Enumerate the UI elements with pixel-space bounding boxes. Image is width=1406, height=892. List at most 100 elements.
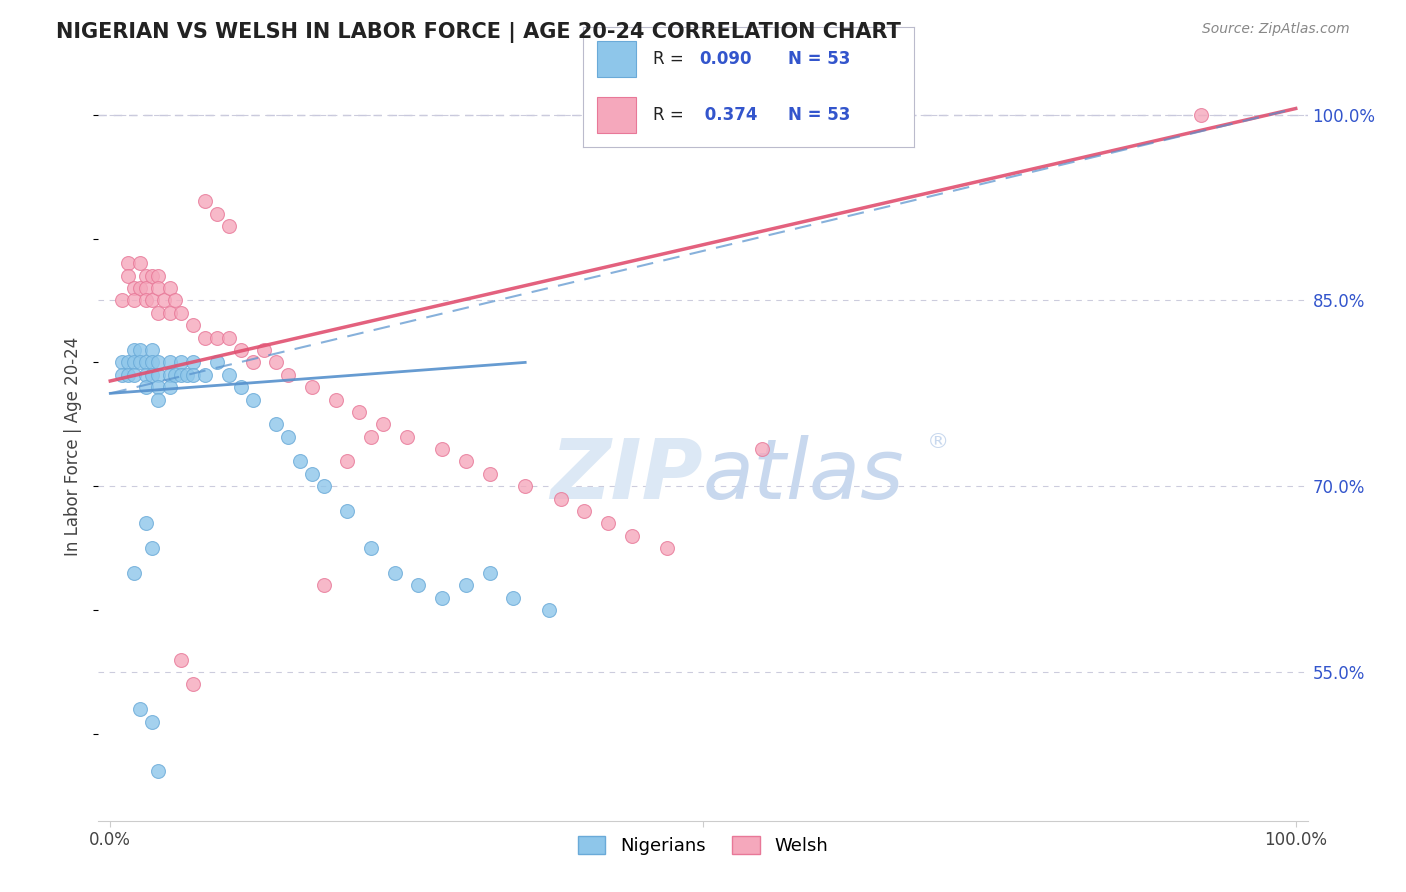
Point [229, 380, 252, 394]
Point [218, 219, 240, 234]
Point [170, 355, 193, 369]
Point [657, 541, 679, 556]
Point [301, 467, 323, 481]
Point [515, 479, 537, 493]
Point [181, 318, 204, 333]
Point [122, 281, 145, 295]
Point [129, 702, 152, 716]
Point [360, 541, 382, 556]
Point [620, 529, 643, 543]
Point [312, 479, 335, 493]
Point [111, 355, 134, 369]
Point [325, 392, 347, 407]
Point [111, 293, 134, 308]
Text: ®: ® [927, 433, 949, 452]
Text: 0.090: 0.090 [699, 50, 752, 69]
Point [336, 504, 359, 518]
Point [242, 392, 264, 407]
Point [135, 380, 157, 394]
Point [751, 442, 773, 456]
Point [194, 368, 217, 382]
Point [432, 442, 454, 456]
Point [242, 355, 264, 369]
Text: N = 53: N = 53 [789, 50, 851, 69]
Point [170, 306, 193, 320]
Point [360, 430, 382, 444]
Point [146, 355, 169, 369]
Text: Source: ZipAtlas.com: Source: ZipAtlas.com [1202, 22, 1350, 37]
Point [537, 603, 560, 617]
Point [165, 368, 187, 382]
Point [312, 578, 335, 592]
Point [129, 343, 152, 357]
Text: atlas: atlas [703, 435, 904, 516]
Point [141, 293, 163, 308]
Point [146, 281, 169, 295]
Bar [596, 41, 637, 78]
Point [229, 343, 252, 357]
Point [264, 417, 287, 432]
Point [170, 653, 193, 667]
Point [117, 368, 139, 382]
Point [146, 368, 169, 382]
Point [141, 355, 163, 369]
Point [165, 293, 187, 308]
Text: R =: R = [652, 105, 689, 124]
Point [146, 306, 169, 320]
Point [277, 368, 299, 382]
Point [170, 368, 193, 382]
Point [408, 578, 430, 592]
Point [205, 331, 228, 345]
Point [159, 368, 181, 382]
Point [122, 368, 145, 382]
Point [135, 368, 157, 382]
Point [253, 343, 276, 357]
Text: N = 53: N = 53 [789, 105, 851, 124]
Point [574, 504, 596, 518]
Point [336, 454, 359, 468]
Point [141, 714, 163, 729]
Point [129, 355, 152, 369]
Text: ZIP: ZIP [550, 435, 703, 516]
Point [598, 516, 620, 531]
Point [478, 467, 501, 481]
Point [218, 331, 240, 345]
Point [146, 764, 169, 778]
Text: 0.374: 0.374 [699, 105, 758, 124]
Point [141, 368, 163, 382]
Point [146, 268, 169, 283]
Text: NIGERIAN VS WELSH IN LABOR FORCE | AGE 20-24 CORRELATION CHART: NIGERIAN VS WELSH IN LABOR FORCE | AGE 2… [56, 22, 901, 44]
Point [159, 306, 181, 320]
Point [159, 281, 181, 295]
Point [205, 207, 228, 221]
Point [395, 430, 418, 444]
Point [122, 293, 145, 308]
Point [117, 268, 139, 283]
Y-axis label: In Labor Force | Age 20-24: In Labor Force | Age 20-24 [65, 336, 83, 556]
Point [1189, 108, 1212, 122]
Point [117, 355, 139, 369]
Point [122, 343, 145, 357]
Point [277, 430, 299, 444]
Point [264, 355, 287, 369]
Point [502, 591, 524, 605]
Point [135, 281, 157, 295]
Point [141, 268, 163, 283]
Point [181, 677, 204, 691]
Point [384, 566, 406, 580]
Text: R =: R = [652, 50, 689, 69]
Point [347, 405, 370, 419]
Point [181, 368, 204, 382]
Point [301, 380, 323, 394]
Point [135, 268, 157, 283]
Point [129, 281, 152, 295]
Point [181, 355, 204, 369]
Bar [596, 96, 637, 133]
Point [454, 578, 477, 592]
Point [152, 293, 174, 308]
Point [146, 392, 169, 407]
Point [146, 380, 169, 394]
Point [176, 368, 198, 382]
Point [159, 355, 181, 369]
Point [550, 491, 572, 506]
